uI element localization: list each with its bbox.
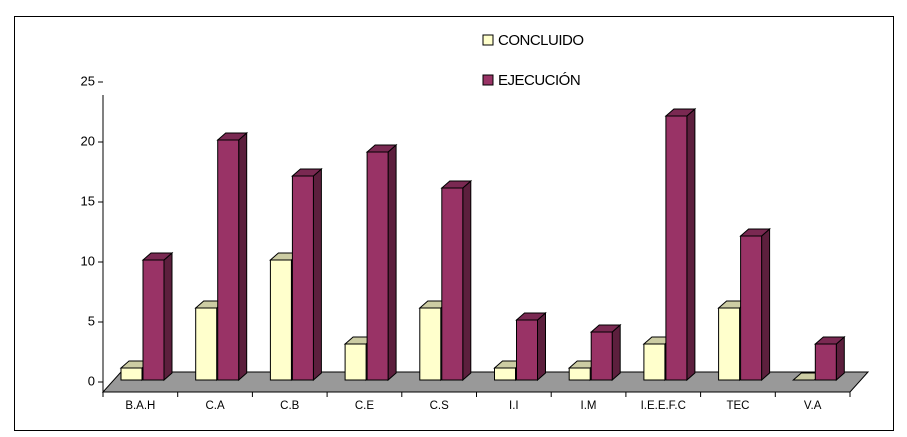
bar-side [163,251,173,382]
bar-side [312,167,322,382]
x-tick-label: B.A.H [125,400,155,412]
y-tick-label: 25 [81,73,95,88]
bar [590,331,613,381]
bar [643,343,666,381]
bar [441,187,464,381]
x-tick-label: C.E [355,400,375,412]
bar [494,367,516,381]
legend-swatch [482,74,494,86]
bar [366,151,389,381]
x-tick-label: C.A [205,400,225,412]
bar [568,367,591,381]
bar [120,367,143,381]
x-tick-label: I.E.E.F.C [641,400,686,412]
bar-side [238,131,248,382]
bar-side [387,143,397,382]
bar [291,175,314,381]
bar [217,139,240,381]
x-tick-label: C.B [280,400,300,412]
x-tick-label: I.M [581,400,597,412]
bar [195,307,218,381]
bar [814,343,837,381]
legend-label: EJECUCIÓN [498,72,580,89]
bar [344,343,367,381]
bar [269,259,292,381]
bar-side [462,179,472,382]
bar-side [761,227,771,382]
bar-side [686,107,696,382]
y-tick-label: 20 [81,133,95,148]
x-tick-label: V.A [804,400,822,412]
bar [665,115,688,381]
y-tick-label: 0 [88,373,95,388]
x-tick-label: TEC [726,400,749,412]
legend-swatch [482,34,494,46]
y-tick-label: 5 [88,313,95,328]
x-tick-label: C.S [430,400,450,412]
bar [516,319,538,381]
bar [740,235,763,381]
y-tick-label: 10 [81,253,95,268]
bar [419,307,442,381]
bar [142,259,165,381]
y-tick-label: 15 [81,193,95,208]
bar-side [611,323,621,382]
bar [718,307,741,381]
bar-side [537,311,546,382]
x-tick-label: I.I [509,400,519,412]
legend-label: CONCLUIDO [498,32,584,49]
